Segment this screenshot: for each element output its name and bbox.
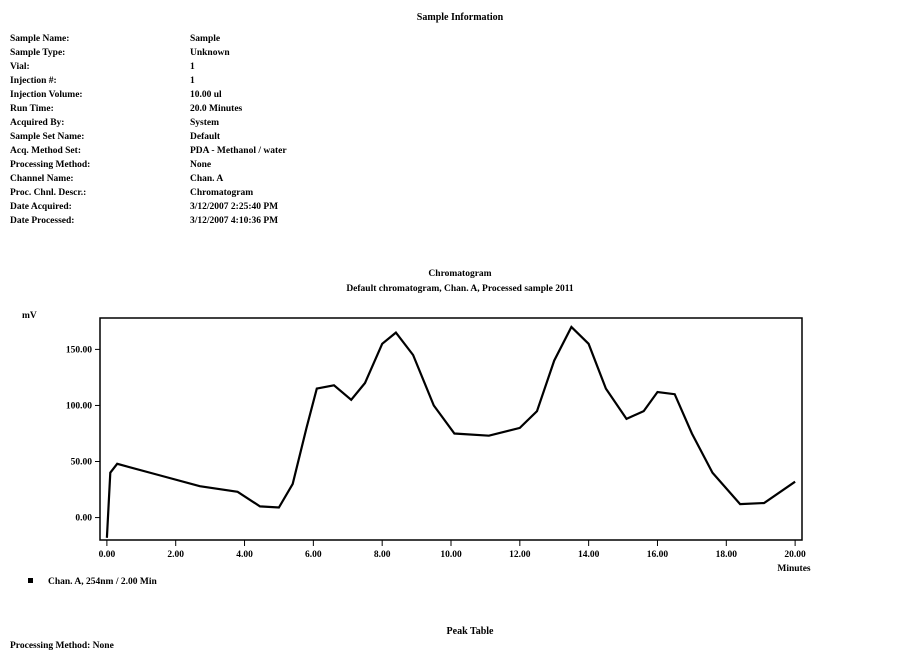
y-axis-label: mV: [22, 311, 37, 321]
x-tick-label: 10.00: [440, 550, 462, 560]
y-tick-label: 0.00: [75, 514, 92, 524]
info-value: 20.0 Minutes: [190, 104, 243, 114]
info-value: Unknown: [190, 48, 230, 58]
chart-title: Chromatogram: [428, 269, 491, 279]
report-title: Sample Information: [416, 12, 504, 23]
chart-subtitle: Default chromatogram, Chan. A, Processed…: [346, 284, 574, 294]
x-tick-label: 12.00: [509, 550, 531, 560]
info-label: Run Time:: [10, 104, 54, 114]
info-value: None: [190, 160, 212, 170]
info-label: Acquired By:: [10, 118, 65, 128]
info-value: Sample: [190, 34, 221, 44]
table-title: Peak Table: [446, 626, 494, 637]
info-value: 10.00 ul: [190, 90, 222, 100]
footer-note: Processing Method: None: [10, 641, 114, 651]
y-tick-label: 100.00: [66, 401, 92, 411]
x-tick-label: 14.00: [578, 550, 600, 560]
legend-label: Chan. A, 254nm / 2.00 Min: [48, 577, 157, 587]
info-label: Date Processed:: [10, 216, 75, 226]
info-value: System: [190, 118, 220, 128]
info-value: PDA - Methanol / water: [190, 146, 287, 156]
info-value: 3/12/2007 2:25:40 PM: [190, 202, 279, 212]
x-tick-label: 8.00: [374, 550, 391, 560]
info-value: 1: [190, 76, 195, 86]
info-value: Default: [190, 132, 221, 142]
x-axis-label: Minutes: [777, 564, 811, 574]
info-label: Processing Method:: [10, 160, 91, 170]
x-tick-label: 18.00: [716, 550, 738, 560]
info-label: Date Acquired:: [10, 202, 72, 212]
info-label: Channel Name:: [10, 174, 74, 184]
info-label: Sample Name:: [10, 34, 70, 44]
info-label: Injection #:: [10, 76, 57, 86]
x-tick-label: 20.00: [784, 550, 806, 560]
info-value: 3/12/2007 4:10:36 PM: [190, 216, 279, 226]
info-label: Vial:: [10, 62, 30, 72]
x-tick-label: 6.00: [305, 550, 322, 560]
info-label: Sample Type:: [10, 48, 66, 58]
x-tick-label: 16.00: [647, 550, 669, 560]
info-label: Sample Set Name:: [10, 132, 85, 142]
y-tick-label: 150.00: [66, 345, 92, 355]
x-tick-label: 0.00: [99, 550, 116, 560]
info-label: Proc. Chnl. Descr.:: [10, 188, 87, 198]
info-label: Injection Volume:: [10, 90, 83, 100]
y-tick-label: 50.00: [71, 458, 93, 468]
x-tick-label: 2.00: [167, 550, 184, 560]
legend-swatch: [28, 578, 33, 583]
info-label: Acq. Method Set:: [10, 146, 81, 156]
info-value: Chan. A: [190, 174, 224, 184]
info-value: 1: [190, 62, 195, 72]
series-line: [105, 325, 796, 538]
info-value: Chromatogram: [190, 188, 254, 198]
x-tick-label: 4.00: [236, 550, 253, 560]
